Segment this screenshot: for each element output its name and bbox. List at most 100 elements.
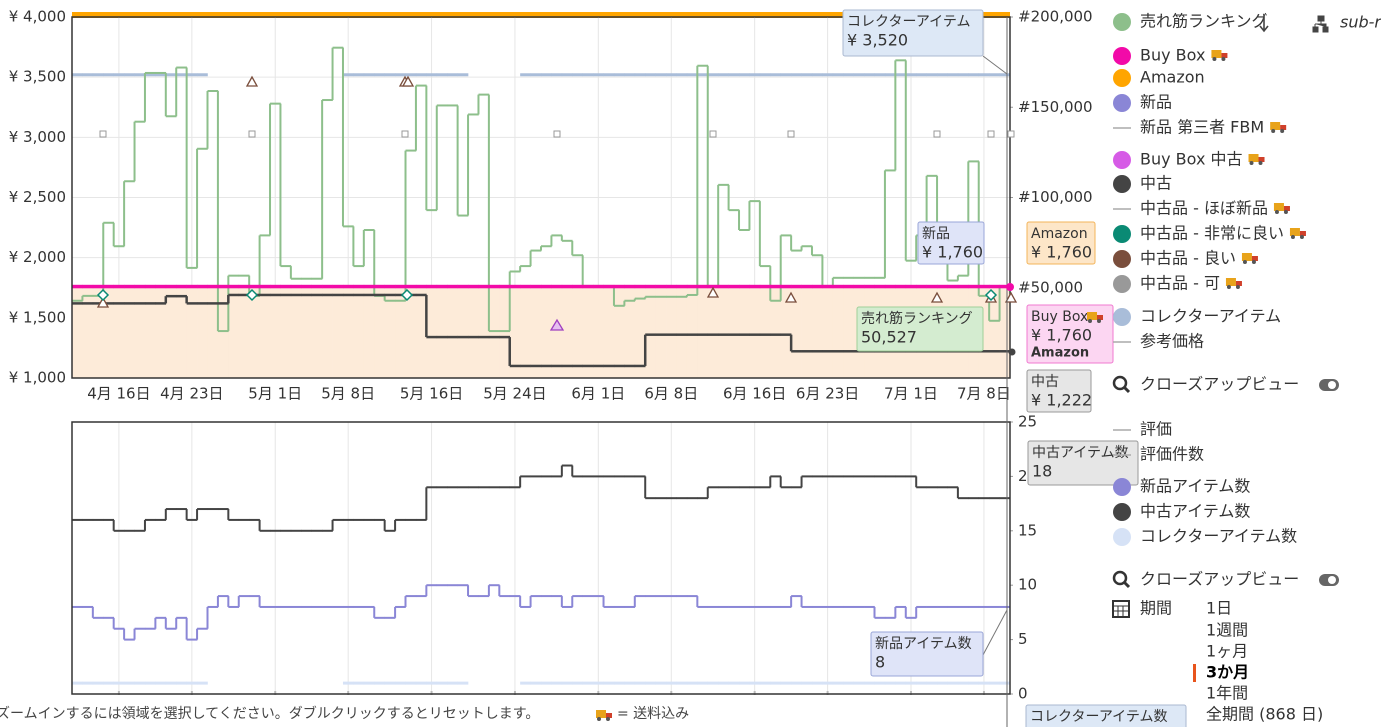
- tooltip-box: [1026, 221, 1096, 265]
- shipping-icon: [1241, 253, 1258, 264]
- series-area: [113, 286, 125, 378]
- legend-item[interactable]: 新品 第三者 FBM: [1113, 118, 1287, 137]
- tooltip-box: [856, 306, 984, 352]
- series-area: [832, 286, 844, 378]
- y2-tick-label: #100,000: [1018, 188, 1093, 206]
- tooltip-seller: Amazon: [1031, 346, 1089, 361]
- legend-dot[interactable]: [1113, 275, 1131, 293]
- period-option[interactable]: 1年間: [1206, 684, 1248, 703]
- legend-dot[interactable]: [1113, 503, 1131, 521]
- legend-item[interactable]: 参考価格: [1113, 332, 1204, 351]
- legend-item[interactable]: Buy Box: [1113, 46, 1228, 66]
- legend-item[interactable]: Amazon: [1113, 68, 1205, 88]
- legend-dot[interactable]: [1113, 308, 1131, 326]
- truck-wheel: [1251, 260, 1256, 264]
- legend-dot[interactable]: [1113, 13, 1131, 31]
- legend-dot[interactable]: [1113, 175, 1131, 193]
- closeup-toggle[interactable]: クローズアップビュー: [1112, 375, 1339, 394]
- series-area: [613, 286, 625, 378]
- connector: [982, 55, 1008, 75]
- tooltip-label: 中古アイテム数: [1032, 445, 1129, 461]
- closeup-label: クローズアップビュー: [1140, 570, 1299, 589]
- truck-wheel: [1212, 57, 1217, 61]
- legend-item[interactable]: 新品: [1113, 93, 1172, 113]
- series-area: [791, 286, 802, 378]
- legend-dot[interactable]: [1113, 225, 1131, 243]
- legend-dot[interactable]: [1113, 528, 1131, 546]
- legend-dot[interactable]: [1113, 478, 1131, 496]
- legend-item[interactable]: 評価件数: [1113, 445, 1204, 464]
- legend-item[interactable]: 評価: [1113, 420, 1172, 439]
- legend-item[interactable]: 中古アイテム数: [1113, 502, 1250, 522]
- series-area: [655, 286, 667, 378]
- y-tick-label: 10: [1018, 576, 1037, 594]
- legend-item[interactable]: 中古: [1113, 174, 1172, 194]
- sort-icon: [1259, 14, 1269, 33]
- event-square: [553, 130, 561, 138]
- legend-item[interactable]: 新品アイテム数: [1113, 477, 1250, 497]
- shipping-note: = 送料込み: [617, 706, 689, 722]
- legend-item[interactable]: コレクターアイテム: [1113, 307, 1281, 327]
- event-triangle: [1004, 291, 1018, 303]
- hierarchy-icon: [1312, 15, 1329, 33]
- magnifier-handle: [1122, 385, 1131, 394]
- series-area: [134, 286, 146, 378]
- toggle-knob: [1328, 381, 1336, 389]
- legend-item[interactable]: 中古品 - ほぼ新品: [1113, 199, 1290, 218]
- series-area: [332, 286, 344, 378]
- legend-item[interactable]: 中古品 - 非常に良い: [1113, 224, 1306, 244]
- legend-label: 中古品 - 可: [1140, 274, 1220, 293]
- legend-label: 中古アイテム数: [1140, 502, 1250, 521]
- truck-body: [596, 710, 606, 718]
- truck-cab: [1299, 231, 1306, 236]
- series-area: [353, 286, 365, 378]
- tooltip-label: Buy Box: [1031, 309, 1088, 325]
- legend-dot[interactable]: [1113, 69, 1131, 87]
- legend-dot[interactable]: [1113, 151, 1131, 169]
- truck-body: [1270, 122, 1281, 130]
- legend-item[interactable]: コレクターアイテム数: [1113, 527, 1297, 547]
- legend-dot[interactable]: [1113, 250, 1131, 268]
- amazon-top-bar: [72, 12, 1010, 18]
- truck-body: [1087, 312, 1097, 320]
- tooltip-label: 新品アイテム数: [875, 636, 972, 652]
- tooltip-box: [842, 9, 984, 57]
- x-tick-label: 4月 23日: [160, 385, 223, 403]
- series-area: [238, 286, 250, 378]
- period-option[interactable]: 1ヶ月: [1206, 642, 1248, 661]
- series-area: [582, 286, 594, 378]
- tooltip-value: ¥ 1,760: [922, 243, 983, 262]
- sub-rank-link[interactable]: sub-ra: [1340, 13, 1381, 32]
- legend-dot[interactable]: [1113, 94, 1131, 112]
- series-area: [374, 286, 386, 378]
- legend-label: 新品: [1140, 93, 1172, 112]
- legend-item[interactable]: 中古品 - 良い: [1113, 249, 1258, 269]
- x-tick-label: 7月 8日: [957, 385, 1011, 403]
- series-area: [999, 286, 1011, 378]
- tooltip-value: 18: [1032, 462, 1052, 481]
- series-area: [207, 286, 219, 378]
- legend-item[interactable]: 中古品 - 可: [1113, 274, 1242, 294]
- period-option[interactable]: 3か月: [1206, 663, 1249, 682]
- event-triangle: [245, 75, 259, 87]
- closeup-toggle[interactable]: クローズアップビュー: [1112, 570, 1339, 589]
- truck-wheel: [1088, 319, 1092, 323]
- legend-dot[interactable]: [1113, 47, 1131, 65]
- series-area: [103, 286, 115, 378]
- magnifier-lens: [1112, 375, 1128, 391]
- truck-cab: [1097, 315, 1103, 320]
- series-area: [259, 286, 271, 378]
- period-option[interactable]: 1日: [1206, 599, 1232, 618]
- x-tick-mark: [982, 691, 985, 695]
- legend-item[interactable]: Buy Box 中古: [1113, 150, 1265, 170]
- event-square: [709, 130, 717, 138]
- period-option[interactable]: 全期間 (868 日): [1206, 705, 1323, 724]
- x-tick-mark: [909, 691, 912, 695]
- period-option[interactable]: 1週間: [1206, 621, 1248, 640]
- series-area: [322, 286, 333, 378]
- shipping-icon: [1248, 154, 1265, 165]
- x-tick-label: 4月 16日: [87, 385, 150, 403]
- legend-item[interactable]: 売れ筋ランキング: [1113, 12, 1268, 32]
- series-area: [603, 286, 615, 378]
- x-tick-label: 6月 23日: [796, 385, 859, 403]
